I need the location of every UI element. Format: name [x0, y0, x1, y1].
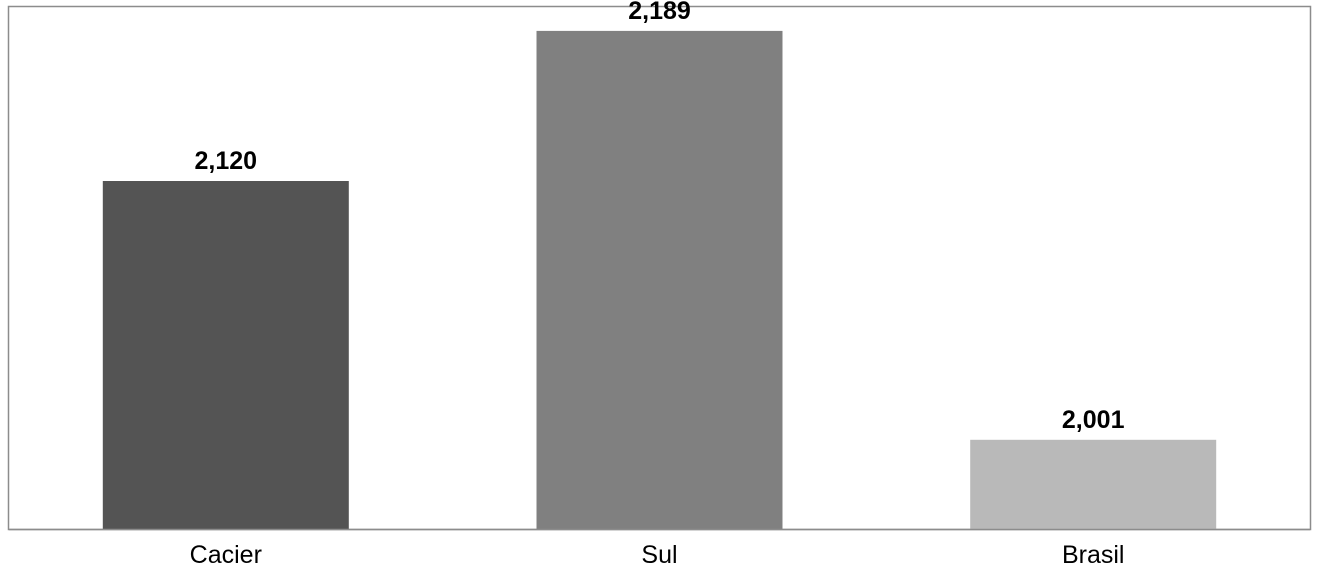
bar-cacier: [102, 181, 349, 529]
category-label-cacier: Cacier: [190, 541, 262, 569]
category-labels-layer: Cacier Sul Brasil: [190, 541, 1125, 569]
data-label-sul: 2,189: [628, 0, 691, 25]
data-labels-layer: 2,120 2,189 2,001: [195, 0, 1125, 434]
bar-brasil: [970, 439, 1217, 529]
data-label-cacier: 2,120: [195, 147, 258, 175]
bar-sul: [536, 30, 783, 530]
category-label-sul: Sul: [641, 541, 677, 569]
data-label-brasil: 2,001: [1062, 406, 1125, 434]
bars-layer: [102, 30, 1217, 530]
category-label-brasil: Brasil: [1062, 541, 1125, 569]
